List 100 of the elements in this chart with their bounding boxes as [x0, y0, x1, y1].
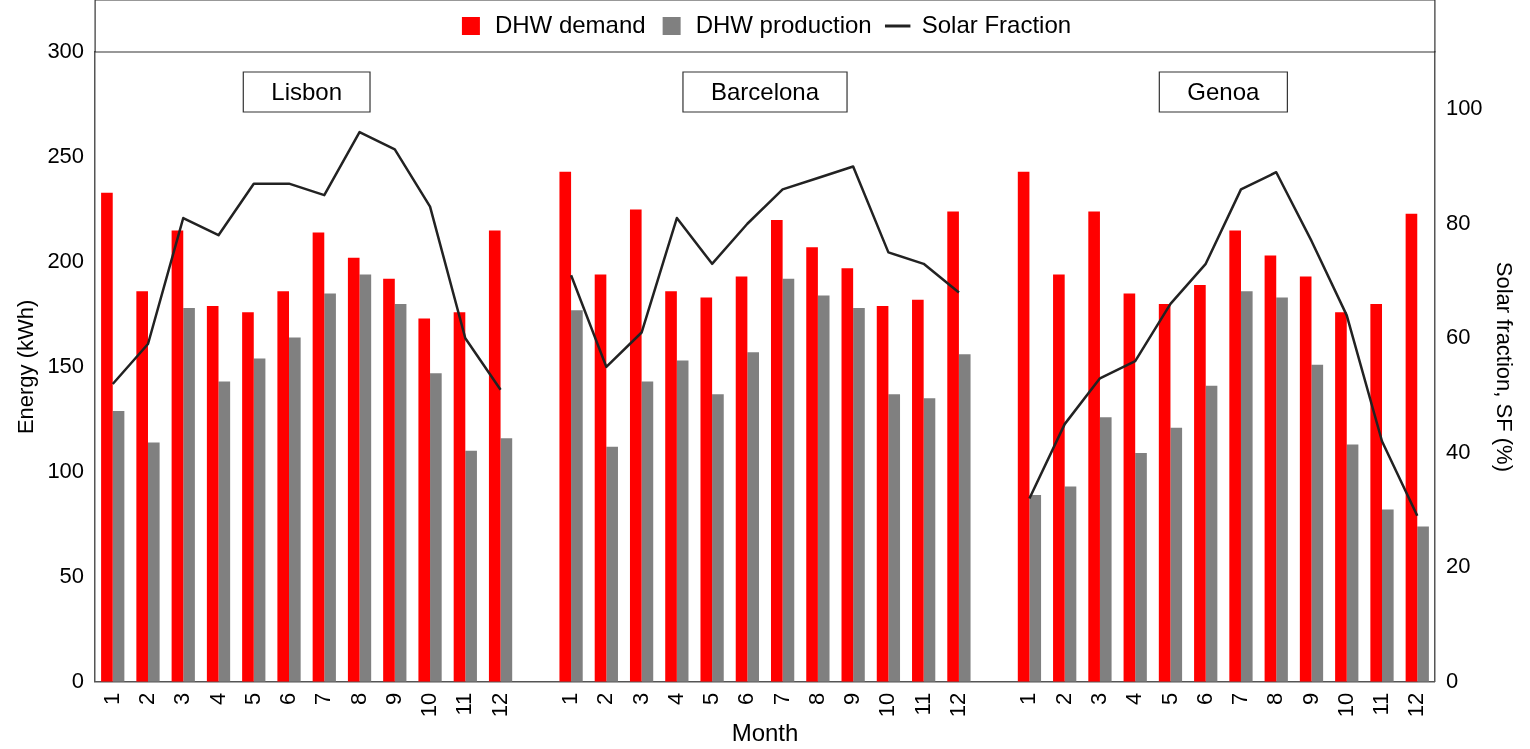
y-tick-label: 150 [47, 352, 85, 378]
annotation: Barcelona [710, 77, 820, 105]
bar [1158, 303, 1171, 682]
x-tick-label: 8 [345, 692, 371, 705]
bar [947, 211, 959, 682]
y-tick-label: 200 [47, 247, 85, 273]
y-tick-label: 250 [47, 143, 85, 169]
bar [500, 438, 513, 682]
x-tick-label: 5 [698, 692, 724, 705]
x-tick-label: 2 [1050, 692, 1076, 705]
x-tick-label: 5 [239, 692, 265, 705]
bar [1194, 285, 1206, 682]
bar [1205, 385, 1218, 682]
bar [136, 291, 148, 682]
bar [923, 398, 936, 682]
y2-tick-label: 80 [1445, 209, 1471, 235]
bar [359, 274, 372, 682]
bar [183, 308, 195, 682]
bar [171, 230, 184, 682]
bar [312, 232, 325, 682]
bar [782, 278, 795, 682]
bar [206, 305, 219, 682]
x-tick-label: 12 [1403, 692, 1429, 718]
annotation: Lisbon [271, 77, 343, 105]
x-tick-label: 11 [451, 692, 477, 716]
bar [430, 373, 442, 682]
x-tick-label: 8 [1262, 692, 1288, 705]
bar [324, 293, 336, 682]
bar [465, 450, 477, 682]
bar [112, 410, 125, 682]
bar [1240, 291, 1253, 682]
y-tick-label: 0 [71, 667, 85, 693]
bar [1264, 255, 1277, 682]
x-tick-label: 11 [909, 692, 935, 716]
bar [665, 291, 677, 682]
bar [242, 312, 254, 682]
bar [347, 257, 360, 682]
x-tick-label: 6 [1191, 692, 1217, 705]
bar [735, 276, 748, 682]
x-tick-label: 9 [380, 692, 406, 705]
bar [1135, 452, 1147, 682]
bar [958, 354, 971, 682]
bar [712, 394, 724, 682]
bar [817, 295, 830, 682]
x-tick-label: 12 [944, 692, 970, 718]
y2-tick-label: 100 [1445, 95, 1483, 121]
bar [912, 299, 924, 682]
x-tick-label: 9 [839, 692, 865, 705]
bar [147, 442, 160, 682]
bar [853, 308, 865, 682]
bar [571, 310, 583, 682]
x-tick-label: 6 [275, 692, 301, 705]
y-tick-label: 300 [47, 38, 85, 64]
bar [747, 352, 760, 682]
x-tick-label: 4 [1121, 692, 1147, 705]
x-tick-label: 12 [486, 692, 512, 718]
bar [1299, 276, 1312, 682]
x-tick-label: 1 [1015, 692, 1041, 705]
bar [1029, 494, 1042, 682]
bar [453, 312, 466, 682]
bar [1123, 293, 1136, 682]
bar [1417, 526, 1429, 682]
bar [1335, 312, 1347, 682]
x-tick-label: 2 [592, 692, 618, 705]
x-tick-label: 6 [733, 692, 759, 705]
bar [418, 318, 431, 682]
bar [606, 446, 618, 682]
bar [1017, 171, 1030, 682]
bar [876, 305, 889, 682]
x-tick-label: 4 [662, 692, 688, 705]
bar [629, 209, 642, 682]
bar [1053, 274, 1065, 682]
bar [559, 171, 572, 682]
y2-axis-title: Solar fraction, SF (%) [1491, 261, 1517, 473]
bar [289, 337, 301, 682]
x-tick-label: 7 [1227, 692, 1253, 705]
bar [1346, 444, 1359, 682]
bar [1382, 509, 1394, 682]
x-tick-label: 2 [134, 692, 160, 705]
x-tick-label: 9 [1297, 692, 1323, 705]
y2-tick-label: 0 [1445, 667, 1459, 693]
legend-label: DHW production [695, 10, 872, 38]
bar [1099, 417, 1112, 682]
bar [676, 360, 689, 682]
x-tick-label: 5 [1156, 692, 1182, 705]
x-tick-label: 8 [803, 692, 829, 705]
bar [888, 394, 901, 682]
y-axis-title: Energy (kWh) [13, 299, 39, 435]
x-tick-label: 1 [98, 692, 124, 705]
bar [1311, 364, 1324, 682]
y2-tick-label: 20 [1445, 553, 1471, 579]
x-tick-label: 10 [874, 692, 900, 718]
bar [394, 303, 407, 682]
bar [1170, 427, 1183, 682]
bar [841, 268, 854, 682]
bar [488, 230, 501, 682]
bar [218, 381, 231, 682]
x-tick-label: 7 [768, 692, 794, 705]
x-tick-label: 10 [1332, 692, 1358, 718]
legend-label: Solar Fraction [921, 10, 1072, 38]
